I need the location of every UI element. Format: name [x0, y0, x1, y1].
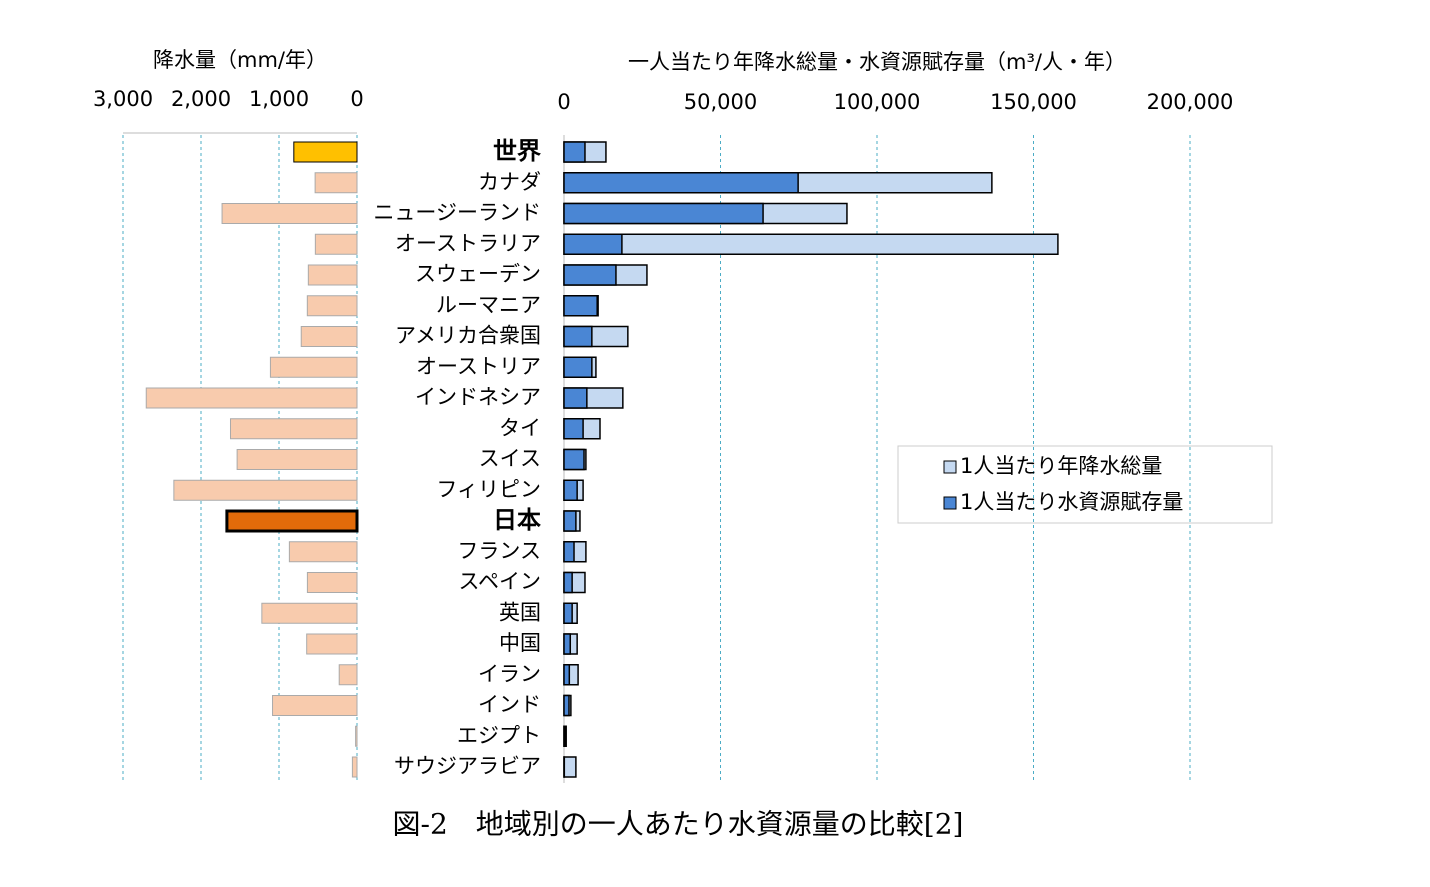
bar — [564, 265, 616, 285]
category-label: エジプト — [457, 723, 541, 747]
category-label: フランス — [457, 539, 541, 563]
legend-swatch — [944, 461, 956, 473]
bar — [356, 726, 357, 746]
category-label: 英国 — [499, 600, 541, 624]
category-label: フィリピン — [436, 477, 541, 501]
bar — [564, 511, 576, 531]
x-tick-label: 0 — [557, 90, 570, 114]
legend-label: 1人当たり水資源賦存量 — [960, 490, 1183, 514]
category-label: ニュージーランド — [373, 201, 541, 225]
bar — [564, 726, 565, 746]
category-label: スイス — [479, 447, 541, 471]
x-tick-label: 100,000 — [834, 90, 921, 114]
bar — [273, 696, 357, 716]
category-label: イラン — [478, 662, 541, 686]
bar — [307, 296, 357, 316]
bar — [222, 204, 357, 224]
bar — [270, 357, 357, 377]
x-tick-label: 150,000 — [990, 90, 1077, 114]
bar — [315, 173, 357, 193]
x-tick-label: 0 — [350, 87, 363, 111]
legend-label: 1人当たり年降水総量 — [960, 454, 1162, 478]
bar — [237, 450, 357, 470]
bar — [564, 480, 577, 500]
caption: 図-2 地域別の一人あたり水資源量の比較[2] — [393, 808, 964, 841]
bar — [352, 757, 357, 777]
category-label: サウジアラビア — [394, 754, 541, 778]
bar — [564, 142, 585, 162]
bar — [564, 542, 574, 562]
bar — [564, 603, 572, 623]
bar — [294, 142, 357, 162]
category-label: オーストラリア — [395, 231, 541, 255]
bar — [564, 634, 570, 654]
bar — [564, 204, 763, 224]
bar — [564, 696, 569, 716]
category-label: インドネシア — [415, 385, 541, 409]
bar — [174, 480, 357, 500]
x-tick-label: 2,000 — [171, 87, 231, 111]
category-label: ルーマニア — [436, 293, 541, 317]
category-label: カナダ — [478, 170, 541, 194]
bar — [289, 542, 357, 562]
bar — [146, 388, 357, 408]
category-label: アメリカ合衆国 — [395, 324, 541, 348]
category-label: 世界 — [493, 137, 541, 165]
right-title: 一人当たり年降水総量・水資源賦存量（m³/人・年） — [628, 50, 1126, 74]
bar — [564, 234, 622, 254]
bar — [564, 665, 569, 685]
bar — [564, 327, 592, 347]
bar — [564, 357, 592, 377]
bar — [564, 296, 597, 316]
left-title: 降水量（mm/年） — [153, 48, 327, 72]
category-label: インド — [478, 693, 541, 717]
legend-swatch — [944, 497, 956, 509]
bar — [564, 388, 587, 408]
bar — [564, 173, 798, 193]
bar — [262, 603, 357, 623]
bar — [564, 234, 1058, 254]
x-tick-label: 200,000 — [1147, 90, 1234, 114]
bar — [308, 265, 357, 285]
category-label: 中国 — [499, 631, 541, 655]
category-label: オーストリア — [416, 354, 541, 378]
bar — [564, 450, 584, 470]
bar — [315, 234, 357, 254]
bar — [564, 757, 576, 777]
bar — [339, 665, 357, 685]
x-tick-label: 50,000 — [684, 90, 757, 114]
category-label: スペイン — [458, 570, 541, 594]
bar — [564, 419, 583, 439]
bar — [307, 634, 357, 654]
bar — [564, 573, 572, 593]
bar — [227, 511, 357, 531]
bar — [307, 573, 357, 593]
bar — [301, 327, 357, 347]
category-label: 日本 — [493, 506, 541, 534]
x-tick-label: 3,000 — [93, 87, 153, 111]
category-label: スウェーデン — [415, 262, 541, 286]
category-label: タイ — [499, 416, 541, 440]
x-tick-label: 1,000 — [249, 87, 309, 111]
bar — [230, 419, 357, 439]
